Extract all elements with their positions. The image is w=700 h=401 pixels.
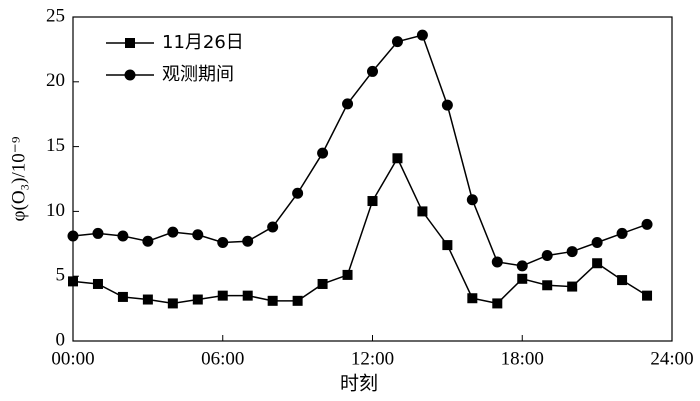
marker xyxy=(342,269,353,280)
marker xyxy=(292,295,303,306)
marker xyxy=(567,281,578,292)
marker xyxy=(466,194,478,206)
marker xyxy=(117,230,129,242)
marker xyxy=(117,291,128,302)
marker xyxy=(217,290,228,301)
marker xyxy=(617,275,628,286)
marker xyxy=(416,29,428,41)
marker xyxy=(541,249,553,261)
marker xyxy=(417,206,428,217)
marker xyxy=(167,298,178,309)
marker xyxy=(292,187,304,199)
marker xyxy=(68,276,78,287)
marker xyxy=(317,278,328,289)
x-tick-label: 24:00 xyxy=(650,348,693,369)
x-tick-label: 12:00 xyxy=(351,348,394,369)
marker xyxy=(242,235,254,247)
marker xyxy=(92,278,103,289)
marker xyxy=(441,99,453,111)
series-line xyxy=(72,156,648,305)
marker xyxy=(217,237,229,249)
marker xyxy=(142,235,154,247)
marker xyxy=(192,229,204,241)
marker xyxy=(342,98,354,110)
marker xyxy=(642,290,653,301)
legend-label: 观测期间 xyxy=(162,64,234,85)
marker xyxy=(192,294,203,305)
x-tick-label: 06:00 xyxy=(201,348,244,369)
y-tick-label: 20 xyxy=(46,70,65,91)
x-tick-label: 00:00 xyxy=(51,348,94,369)
marker xyxy=(242,290,253,301)
marker xyxy=(92,227,104,239)
marker xyxy=(467,293,478,304)
marker xyxy=(142,294,153,305)
x-axis-label: 时刻 xyxy=(340,372,378,394)
legend-marker xyxy=(124,69,136,81)
marker xyxy=(516,260,528,272)
marker xyxy=(442,240,453,251)
y-tick-label: 25 xyxy=(46,5,65,26)
y-tick-label: 0 xyxy=(56,329,66,350)
marker xyxy=(592,258,603,269)
marker xyxy=(367,65,378,77)
series-line xyxy=(72,34,648,267)
x-tick-label: 18:00 xyxy=(501,348,544,369)
marker xyxy=(367,196,378,207)
marker xyxy=(492,298,503,309)
marker xyxy=(317,147,329,159)
marker xyxy=(67,230,79,242)
marker xyxy=(591,237,603,249)
marker xyxy=(267,295,278,306)
marker xyxy=(267,221,279,233)
y-tick-label: 15 xyxy=(46,135,65,156)
marker xyxy=(167,226,179,238)
marker xyxy=(641,218,653,230)
marker xyxy=(542,280,553,291)
marker xyxy=(616,227,628,239)
legend-marker xyxy=(125,38,135,48)
legend-label: 11月26日 xyxy=(162,32,244,53)
marker xyxy=(392,153,403,164)
marker xyxy=(517,273,528,284)
marker xyxy=(491,256,503,268)
y-axis-label: φ(O₃)/10⁻⁹ xyxy=(8,136,29,221)
y-tick-label: 5 xyxy=(56,265,66,286)
marker xyxy=(566,246,578,258)
marker xyxy=(391,36,403,48)
y-tick-label: 10 xyxy=(46,200,65,221)
